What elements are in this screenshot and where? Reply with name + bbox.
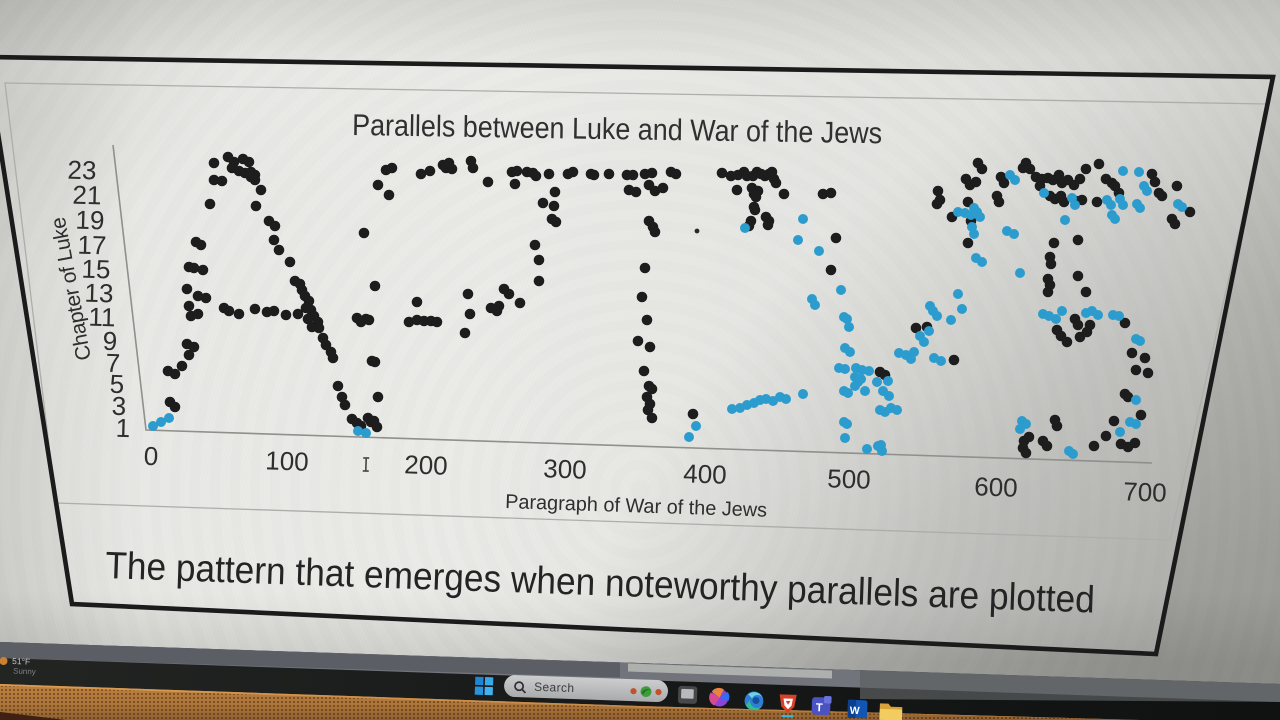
svg-text:Search: Search	[534, 680, 575, 695]
svg-text:51°F: 51°F	[12, 656, 30, 667]
svg-text:1: 1	[115, 413, 130, 443]
svg-text:500: 500	[827, 463, 871, 494]
svg-text:5: 5	[109, 369, 124, 399]
svg-text:200: 200	[404, 449, 448, 480]
svg-text:T: T	[816, 702, 823, 714]
svg-text:21: 21	[72, 180, 102, 211]
svg-text:300: 300	[543, 453, 587, 484]
svg-text:11: 11	[88, 302, 116, 333]
svg-text:7: 7	[105, 348, 120, 378]
svg-text:3: 3	[111, 391, 126, 421]
svg-text:19: 19	[75, 205, 105, 236]
svg-text:15: 15	[81, 254, 111, 285]
svg-text:0: 0	[143, 441, 159, 471]
svg-text:400: 400	[683, 458, 727, 489]
svg-text:9: 9	[102, 326, 117, 356]
svg-text:17: 17	[77, 230, 107, 261]
svg-text:700: 700	[1123, 476, 1167, 507]
svg-text:600: 600	[974, 471, 1018, 502]
svg-text:23: 23	[67, 155, 97, 186]
svg-text:Sunny: Sunny	[13, 667, 36, 677]
svg-text:13: 13	[84, 278, 114, 309]
svg-text:W: W	[849, 705, 859, 717]
svg-text:100: 100	[265, 445, 309, 476]
